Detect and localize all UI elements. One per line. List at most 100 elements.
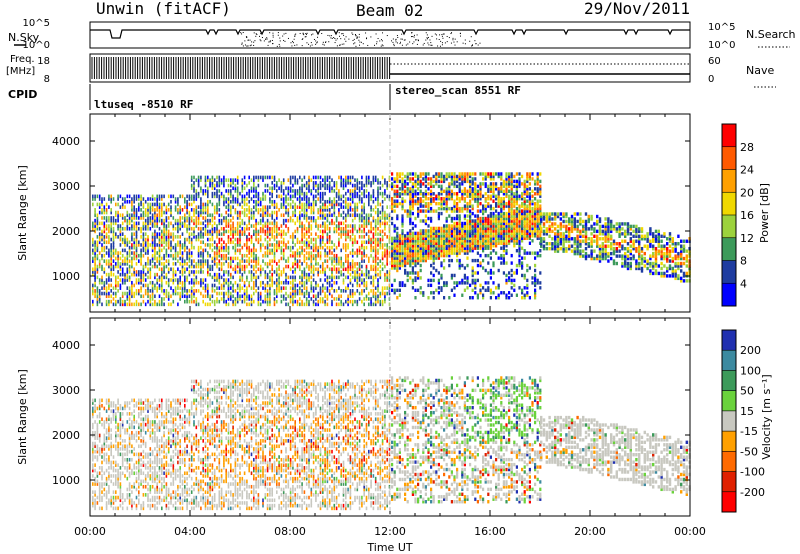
power-cell xyxy=(463,221,466,226)
power-cell xyxy=(319,264,322,269)
power-cell xyxy=(170,267,172,272)
power-cell xyxy=(303,248,306,253)
power-cell xyxy=(386,183,388,188)
power-cell xyxy=(250,275,253,280)
power-cell xyxy=(151,221,154,226)
nsearch-point xyxy=(277,34,279,36)
power-cell xyxy=(98,294,101,299)
nsearch-point xyxy=(272,43,274,45)
power-cell xyxy=(331,218,333,223)
power-cell xyxy=(414,189,417,193)
power-cell xyxy=(190,183,193,188)
power-cell xyxy=(342,226,345,231)
power-cell xyxy=(469,296,472,300)
power-cell xyxy=(450,226,453,231)
power-cell xyxy=(347,189,349,193)
power-cell xyxy=(227,240,230,245)
power-cell xyxy=(370,253,372,258)
power-cell xyxy=(351,224,354,228)
power-cell xyxy=(156,259,158,263)
power-cell xyxy=(227,245,230,250)
nsearch-point xyxy=(240,32,242,34)
power-cell xyxy=(448,253,451,258)
power-cell xyxy=(190,280,193,285)
power-cell xyxy=(471,197,474,201)
power-cell xyxy=(409,179,412,184)
power-cell xyxy=(440,251,443,255)
power-cell xyxy=(482,216,485,221)
power-cell xyxy=(287,202,290,207)
power-cell xyxy=(345,181,347,185)
power-cell xyxy=(430,201,433,206)
power-cell xyxy=(398,256,401,260)
power-cell xyxy=(308,267,310,272)
power-cell xyxy=(115,264,117,269)
power-cell xyxy=(255,175,257,180)
power-cell xyxy=(351,229,354,234)
power-cell xyxy=(319,213,322,218)
power-cell xyxy=(195,299,198,304)
power-cell xyxy=(487,204,490,208)
power-cell xyxy=(386,245,388,250)
power-cell xyxy=(432,226,435,231)
power-cell xyxy=(248,256,250,261)
power-cell xyxy=(250,197,253,201)
nsearch-point xyxy=(334,37,336,39)
power-cell xyxy=(96,216,99,220)
power-cell xyxy=(227,280,230,285)
power-cell xyxy=(257,299,260,304)
power-cell xyxy=(117,259,119,263)
power-cell xyxy=(289,218,292,223)
power-cell xyxy=(188,202,191,207)
nsearch-point xyxy=(261,37,263,39)
power-cell xyxy=(340,302,342,307)
power-cell xyxy=(234,248,237,253)
power-cell xyxy=(361,259,363,263)
power-cell xyxy=(223,229,225,234)
power-cell xyxy=(266,224,269,228)
power-cell xyxy=(427,192,430,196)
power-cell xyxy=(126,213,129,218)
power-cell xyxy=(200,267,202,272)
power-cell xyxy=(147,289,149,293)
power-cell xyxy=(188,226,191,231)
power-cell xyxy=(354,272,356,277)
power-cell xyxy=(379,210,382,215)
nsearch-point xyxy=(304,36,306,38)
power-cell xyxy=(266,264,269,269)
power-cell xyxy=(461,192,464,196)
power-cell xyxy=(391,249,394,253)
power-cell xyxy=(372,240,375,245)
power-cell xyxy=(345,218,347,223)
nsearch-point xyxy=(324,41,326,43)
power-cell xyxy=(315,240,317,245)
power-cell xyxy=(186,208,188,212)
power-cell xyxy=(200,291,202,296)
power-cell xyxy=(204,232,207,236)
power-cell xyxy=(234,243,237,247)
power-cell xyxy=(445,241,448,245)
power-cell xyxy=(131,243,133,247)
power-cell xyxy=(128,294,131,299)
power-cell xyxy=(315,245,317,250)
power-cell xyxy=(484,197,487,201)
power-cell xyxy=(167,232,170,236)
power-cell xyxy=(358,224,361,228)
power-cell xyxy=(110,221,112,226)
power-cell xyxy=(414,231,417,236)
power-cell xyxy=(487,189,490,193)
power-cell xyxy=(469,192,472,196)
power-cell xyxy=(301,235,303,239)
power-cell xyxy=(105,218,108,223)
power-cell xyxy=(147,294,149,299)
power-cell xyxy=(230,256,232,261)
power-cell xyxy=(361,299,363,304)
power-cell xyxy=(133,270,135,274)
power-cell xyxy=(479,197,482,201)
power-cell xyxy=(138,278,140,282)
power-cell xyxy=(154,283,156,288)
power-cell xyxy=(312,208,315,212)
power-cell xyxy=(142,235,145,239)
power-cell xyxy=(354,275,356,280)
power-cell xyxy=(131,224,133,228)
